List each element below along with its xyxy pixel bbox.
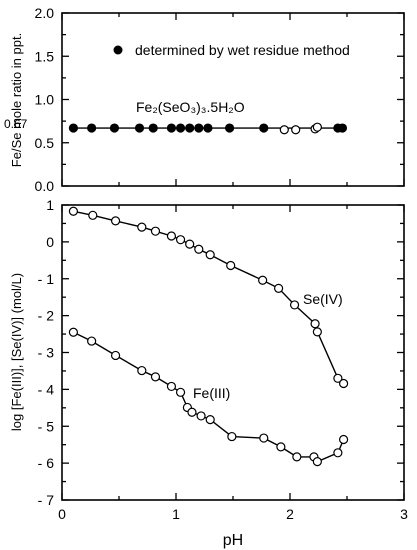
data-point-se: [226, 260, 236, 271]
bottom-y-tick-label: - 4: [38, 381, 55, 397]
filled-data-point: [166, 123, 177, 133]
top-y-tick-label: 0.0: [35, 178, 55, 194]
filled-data-point: [185, 123, 195, 133]
compound-annotation: Fe₂(SeO₃)₃.5H₂O: [136, 99, 245, 115]
top-y-tick-label: 1.5: [35, 48, 55, 64]
top-panel: 0.0 0.5 1.0 1.5 2.0 Fe/Se mole ratio in ppt.…: [4, 5, 405, 194]
bottom-panel: 1 0 - 1 - 2 - 3 - 4 - 5 - 6 - 7 0 1 2 3 log [Fe(III…: [9, 197, 408, 549]
legend-label: determined by wet residue method: [135, 42, 350, 58]
bottom-ticks: [61, 204, 405, 501]
data-point-fe: [68, 327, 79, 337]
filled-data-point: [148, 123, 158, 133]
data-point-fe: [196, 411, 206, 421]
data-point-fe: [338, 434, 349, 445]
data-point-se: [185, 239, 195, 249]
filled-data-point: [175, 123, 186, 133]
data-point-fe: [276, 442, 286, 452]
x-tick-label: 2: [286, 506, 294, 522]
top-y-tick-labels: 0.0 0.5 1.0 1.5 2.0: [35, 5, 55, 194]
filled-data-point: [337, 123, 348, 133]
filled-data-point: [224, 123, 235, 133]
data-point-fe: [259, 433, 269, 443]
filled-data-point: [134, 123, 145, 133]
data-point-se: [312, 327, 322, 337]
data-point-fe: [227, 431, 237, 442]
top-y-tick-label: 2.0: [35, 5, 55, 21]
data-point-se: [289, 300, 300, 310]
series-label-fe: Fe(III): [193, 385, 230, 401]
filled-data-point: [259, 123, 269, 133]
filled-data-point: [194, 123, 204, 133]
data-point-fe: [292, 452, 302, 462]
data-point-se: [110, 216, 121, 226]
data-point-se: [68, 206, 79, 216]
data-point-fe: [166, 381, 177, 392]
data-point-se: [88, 210, 98, 220]
data-point-fe: [87, 336, 97, 346]
top-y-tick-label: 1.0: [35, 92, 55, 108]
open-data-point: [312, 122, 322, 132]
data-point-se: [175, 235, 186, 245]
filled-data-point: [203, 123, 213, 133]
data-point-se: [166, 231, 177, 241]
bottom-x-tick-labels: 0 1 2 3: [58, 506, 408, 522]
top-ticks: [61, 12, 405, 187]
data-point-se: [310, 319, 320, 329]
bottom-y-tick-label: 0: [46, 234, 54, 250]
data-point-fe: [187, 407, 197, 417]
bottom-y-tick-label: - 5: [38, 418, 55, 434]
x-axis-label: pH: [223, 532, 243, 549]
bottom-y-tick-label: 1: [46, 197, 54, 213]
bottom-y-axis-label: log [Fe(III)], [Se(IV)] (mol/L): [9, 273, 24, 431]
bottom-y-tick-label: - 6: [38, 455, 55, 471]
x-tick-label: 1: [172, 506, 180, 522]
bottom-y-tick-labels: 1 0 - 1 - 2 - 3 - 4 - 5 - 6 - 7: [38, 197, 55, 508]
top-points: [68, 122, 348, 135]
x-tick-label: 0: [58, 506, 66, 522]
top-y-axis-label: Fe/Se mole ratio in ppt.: [9, 33, 24, 167]
data-point-se: [274, 283, 284, 293]
data-point-se: [150, 226, 161, 236]
bottom-y-tick-label: - 3: [38, 345, 55, 361]
data-point-fe: [137, 365, 147, 376]
data-point-se: [333, 373, 343, 383]
filled-data-point: [109, 123, 120, 133]
data-point-se: [258, 275, 268, 285]
bottom-y-tick-label: - 1: [38, 271, 55, 287]
open-data-point: [291, 125, 301, 135]
filled-data-point: [87, 123, 97, 133]
series-label-se: Se(IV): [303, 291, 343, 307]
data-point-se: [205, 250, 215, 260]
bottom-y-tick-label: - 2: [38, 308, 55, 324]
top-y-tick-label: 0.5: [35, 135, 55, 151]
legend-marker: [113, 45, 123, 55]
bottom-y-tick-label: - 7: [38, 492, 55, 508]
bottom-series: [68, 206, 349, 467]
data-point-fe: [175, 387, 186, 397]
data-point-se: [137, 222, 147, 232]
filled-data-point: [68, 123, 79, 133]
data-point-fe: [312, 457, 322, 467]
data-point-fe: [110, 350, 121, 361]
data-point-fe: [205, 415, 215, 425]
data-point-se: [338, 378, 349, 389]
reference-value-label: 0.67: [4, 117, 28, 131]
x-tick-label: 3: [400, 506, 408, 522]
open-data-point: [279, 125, 289, 135]
data-point-fe: [333, 448, 343, 458]
data-point-fe: [150, 372, 161, 382]
data-point-se: [194, 244, 204, 254]
